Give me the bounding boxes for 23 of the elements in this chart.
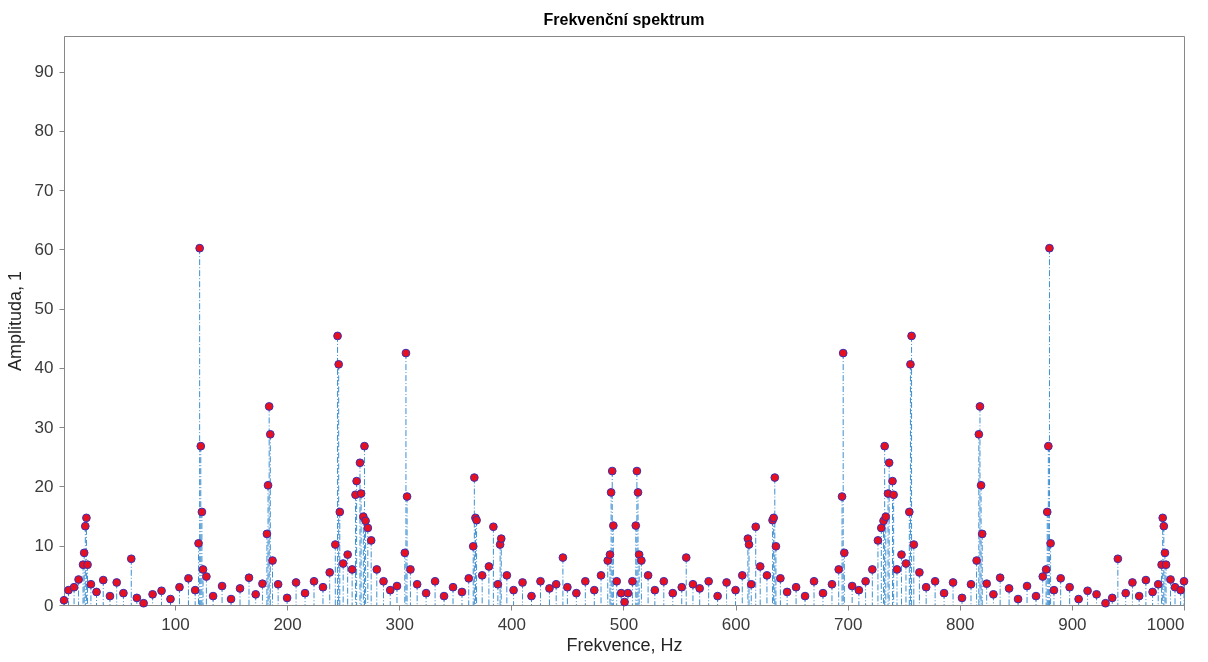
y-tick-label: 10 — [34, 536, 54, 556]
x-tick-label: 1000 — [1146, 614, 1185, 634]
x-tick-label: 300 — [385, 614, 414, 634]
y-tick-label: 80 — [34, 121, 54, 141]
y-tick-label: 20 — [34, 476, 54, 496]
y-tick-label: 30 — [34, 417, 54, 437]
y-tick-label: 0 — [44, 595, 54, 615]
y-tick-label: 90 — [34, 62, 54, 82]
x-tick-label: 400 — [497, 614, 527, 634]
x-tick-label: 500 — [609, 614, 639, 634]
chart-title: Frekvenční spektrum — [543, 11, 705, 28]
x-tick-label: 800 — [946, 614, 975, 634]
x-tick-label: 200 — [273, 614, 302, 634]
x-axis-title: Frekvence, Hz — [566, 634, 683, 655]
x-tick-label: 700 — [833, 614, 863, 634]
x-tick-label: 600 — [721, 614, 751, 634]
y-axis-title: Amplituda, 1 — [4, 270, 25, 372]
y-tick-label: 40 — [34, 358, 54, 378]
x-tick-label: 900 — [1058, 614, 1087, 634]
y-tick-label: 70 — [34, 180, 54, 200]
x-tick-label: 100 — [161, 614, 190, 634]
y-tick-label: 50 — [34, 299, 54, 319]
y-tick-label: 60 — [34, 239, 54, 259]
